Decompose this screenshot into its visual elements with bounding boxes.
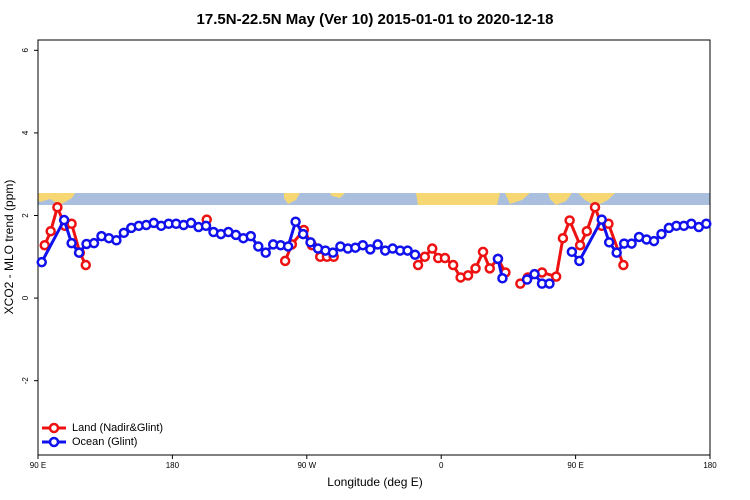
data-point [412, 259, 424, 271]
data-point [88, 237, 100, 249]
data-point [426, 243, 438, 254]
y-tick-label: 2 [21, 213, 30, 218]
data-point [327, 247, 339, 258]
data-point [357, 239, 369, 251]
data-point [492, 253, 504, 265]
y-axis-label: XCO2 - MLO trend (ppm) [2, 180, 16, 315]
data-point [39, 239, 50, 251]
data-point [529, 268, 540, 280]
data-point [45, 225, 56, 237]
x-axis-label: Longitude (deg E) [327, 475, 422, 489]
data-point [656, 228, 667, 240]
data-point [470, 263, 481, 274]
data-point [73, 247, 85, 258]
data-point [477, 246, 489, 258]
data-point [603, 237, 615, 248]
data-point [260, 247, 271, 258]
data-point [372, 239, 383, 250]
y-tick-label: -2 [21, 377, 30, 385]
data-point [118, 227, 130, 239]
data-point [297, 228, 309, 240]
data-point [596, 214, 607, 225]
data-point [36, 256, 47, 268]
data-point [589, 201, 601, 213]
data-point [58, 214, 70, 226]
x-tick-label: 0 [439, 461, 444, 470]
legend-marker [48, 422, 60, 434]
data-point [557, 232, 569, 244]
data-point [626, 238, 637, 249]
x-tick-label: 90 E [567, 461, 583, 470]
y-tick-label: 0 [21, 295, 30, 300]
data-point [245, 230, 257, 242]
data-point [648, 235, 660, 247]
legend-label: Ocean (Glint) [72, 436, 137, 448]
y-tick-label: 4 [21, 130, 30, 135]
data-point [253, 241, 264, 252]
data-point [290, 216, 301, 227]
chart-title: 17.5N-22.5N May (Ver 10) 2015-01-01 to 2… [197, 11, 554, 28]
data-point [66, 237, 77, 249]
data-point [574, 255, 585, 267]
data-point [80, 259, 92, 271]
land-ocean-strip [38, 193, 710, 206]
data-point [574, 239, 586, 251]
x-tick-label: 90 W [297, 461, 316, 470]
data-point [111, 235, 122, 246]
data-point [462, 270, 474, 281]
data-point [564, 215, 575, 226]
x-tick-label: 180 [166, 461, 180, 470]
data-point [611, 247, 622, 258]
data-point [484, 263, 495, 274]
data-point [402, 245, 413, 256]
data-point [566, 246, 578, 258]
data-point [701, 218, 712, 230]
data-point [282, 241, 294, 252]
data-point [447, 259, 459, 271]
data-point [409, 249, 421, 260]
data-point [365, 244, 376, 255]
x-tick-label: 90 E [30, 461, 46, 470]
x-tick-label: 180 [703, 461, 717, 470]
data-point [419, 251, 431, 263]
data-point [200, 220, 212, 232]
data-point [544, 278, 555, 289]
data-point [185, 217, 197, 229]
data-point [550, 271, 562, 282]
data-point [279, 255, 291, 267]
data-point [52, 201, 63, 213]
y-tick-label: 6 [21, 48, 30, 53]
plot-frame [37, 39, 711, 456]
data-point [439, 252, 451, 264]
legend-marker [48, 436, 60, 448]
data-point [305, 237, 316, 248]
data-point [521, 274, 533, 285]
data-point [497, 273, 508, 284]
data-point [581, 225, 593, 237]
data-point [618, 259, 629, 271]
legend-label: Land (Nadir&Glint) [72, 422, 163, 434]
